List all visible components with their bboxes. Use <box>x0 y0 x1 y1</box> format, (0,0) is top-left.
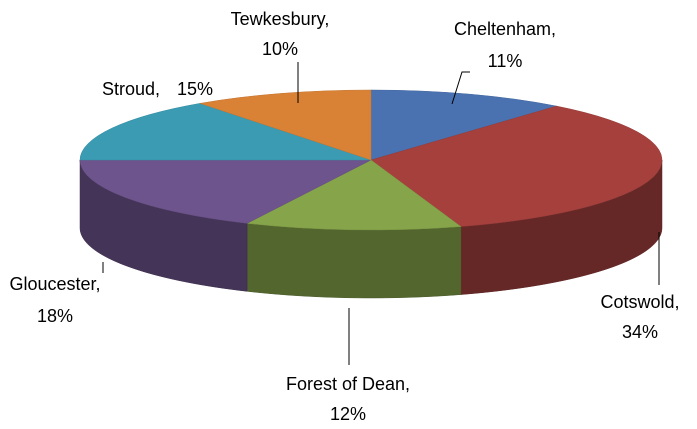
pie-side <box>246 223 462 299</box>
data-labels: Cheltenham, 11% Cotswold, 34% Forest of Dean… <box>9 9 679 424</box>
data-label-value: 15% <box>177 79 213 99</box>
pie-slice <box>199 89 372 161</box>
data-label-category: Forest of Dean, <box>286 374 410 394</box>
data-label-value: 18% <box>37 306 73 326</box>
data-label-value: 34% <box>622 322 658 342</box>
data-label-category: Stroud, <box>102 79 160 99</box>
pie-slice <box>246 159 462 231</box>
pie-slice <box>79 103 372 161</box>
pie-sides <box>79 159 663 299</box>
leader-line <box>451 71 470 105</box>
data-label-category: Gloucester, <box>9 274 100 294</box>
data-label-value: 12% <box>330 404 366 424</box>
data-label-category: Cheltenham, <box>454 19 556 39</box>
pie-tops <box>79 89 663 231</box>
data-label-value: 11% <box>488 51 523 71</box>
data-label-category: Cotswold, <box>600 292 679 312</box>
data-label-category: Tewkesbury, <box>231 9 330 29</box>
leader-lines <box>102 62 660 365</box>
data-label-value: 10% <box>262 39 298 59</box>
pie-slice <box>370 89 557 161</box>
pie-slice <box>370 105 663 227</box>
pie-slice <box>79 159 372 224</box>
